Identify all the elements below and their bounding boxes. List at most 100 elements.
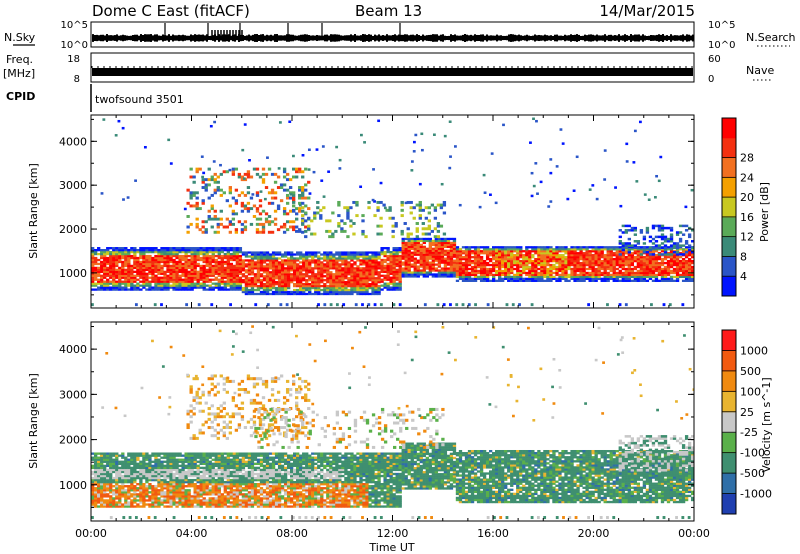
power-cell (311, 286, 315, 290)
power-cell (289, 277, 294, 280)
power-cell (265, 288, 270, 292)
power-cell (449, 303, 452, 307)
power-cell (391, 224, 395, 228)
power-cell (127, 284, 131, 287)
velocity-cell (94, 491, 98, 494)
power-cell (181, 250, 185, 254)
power-cell (531, 279, 535, 282)
velocity-cell (94, 501, 98, 504)
velocity-cell (115, 474, 119, 478)
power-cell (383, 276, 387, 279)
power-cell (516, 271, 520, 275)
power-cell (277, 288, 282, 292)
power-cell (540, 277, 544, 281)
power-cell (103, 280, 107, 283)
power-cell (394, 222, 398, 225)
velocity-cell (151, 476, 155, 480)
velocity-cell (94, 458, 98, 461)
velocity-cell (145, 489, 149, 492)
power-cell (268, 273, 273, 276)
power-cell (681, 271, 686, 275)
velocity-cell (163, 487, 167, 490)
power-cell (261, 172, 266, 176)
power-cell (439, 224, 444, 228)
power-cell (241, 267, 246, 270)
power-cell (648, 269, 653, 273)
power-cell (618, 248, 622, 251)
power-cell (202, 250, 206, 254)
power-cell (684, 224, 689, 228)
power-cell (216, 222, 220, 226)
power-cell (498, 277, 502, 281)
power-cell (482, 277, 487, 281)
velocity-cell (109, 464, 113, 468)
power-cell (552, 256, 556, 259)
power-cell (666, 226, 671, 230)
power-cell (274, 288, 279, 292)
power-cell (160, 260, 164, 264)
power-cell (124, 264, 128, 268)
power-cell (112, 268, 116, 272)
power-cell (328, 235, 332, 239)
power-cell (600, 259, 604, 263)
power-cell (217, 274, 221, 277)
velocity-cell (139, 505, 143, 508)
power-cell (412, 140, 416, 144)
power-cell (238, 260, 243, 264)
power-cell (368, 261, 372, 264)
power-cell (172, 276, 176, 279)
power-cell (501, 277, 505, 281)
power-cell (344, 255, 348, 258)
power-cell (172, 258, 176, 262)
power-cell (213, 209, 217, 213)
power-cell (648, 265, 653, 269)
velocity-cell (127, 501, 131, 504)
power-cell (422, 275, 426, 278)
power-cell (383, 266, 387, 270)
power-cell (582, 261, 586, 265)
power-cell (425, 249, 429, 252)
power-cell (264, 217, 269, 221)
power-cell (425, 267, 429, 270)
power-cell (573, 252, 577, 255)
power-cell (669, 237, 674, 241)
power-cell (639, 273, 644, 277)
power-cell (274, 275, 279, 278)
power-cell (395, 284, 399, 287)
power-cell (528, 254, 532, 257)
power-cell (543, 248, 547, 251)
power-cell (196, 276, 200, 279)
power-cell (392, 264, 396, 268)
velocity-cell (103, 468, 107, 472)
power-cell (633, 277, 638, 281)
power-cell (250, 284, 255, 288)
power-cell (618, 275, 622, 279)
power-cell (633, 267, 638, 271)
power-cell (344, 290, 348, 294)
velocity-cell (124, 462, 128, 465)
power-cell (283, 261, 288, 264)
power-cell (181, 272, 185, 275)
power-cell (657, 265, 662, 269)
power-cell (389, 254, 393, 258)
velocity-cell (145, 454, 149, 457)
velocity-cell (133, 478, 137, 482)
power-cell (639, 259, 644, 263)
power-cell (166, 284, 170, 287)
power-cell (642, 269, 647, 273)
power-cell (507, 256, 511, 259)
power-cell (675, 263, 680, 267)
power-cell (103, 286, 107, 289)
velocity-cell (148, 478, 152, 482)
power-cell (154, 254, 158, 258)
power-cell (157, 249, 161, 252)
power-cell (587, 303, 591, 307)
velocity-cell (100, 499, 104, 502)
power-cell (431, 247, 436, 250)
power-cell (305, 288, 309, 292)
velocity-cell (118, 462, 122, 465)
power-cell (501, 250, 505, 253)
power-cell (407, 239, 411, 243)
power-cell (139, 280, 143, 283)
power-cell (356, 257, 360, 260)
